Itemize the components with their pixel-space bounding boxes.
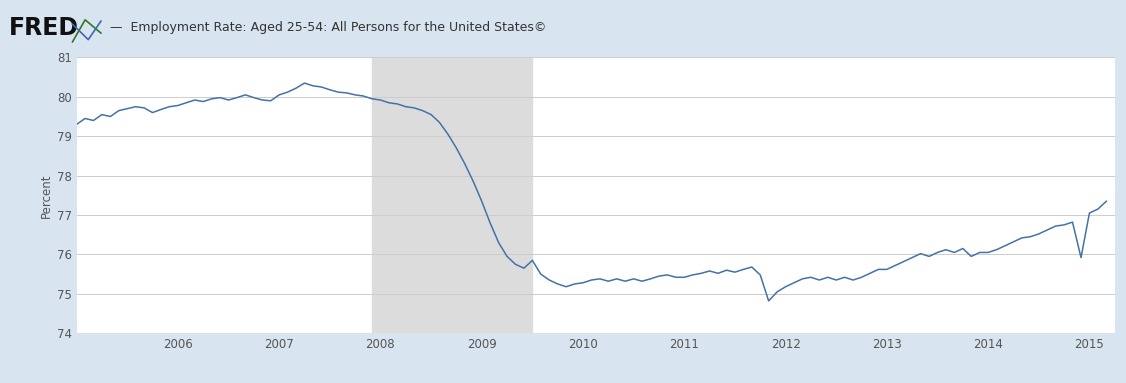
Text: —  Employment Rate: Aged 25-54: All Persons for the United States©: — Employment Rate: Aged 25-54: All Perso… xyxy=(110,21,547,34)
Bar xyxy=(372,57,533,333)
Y-axis label: Percent: Percent xyxy=(39,173,53,218)
Text: FRED: FRED xyxy=(9,16,79,40)
